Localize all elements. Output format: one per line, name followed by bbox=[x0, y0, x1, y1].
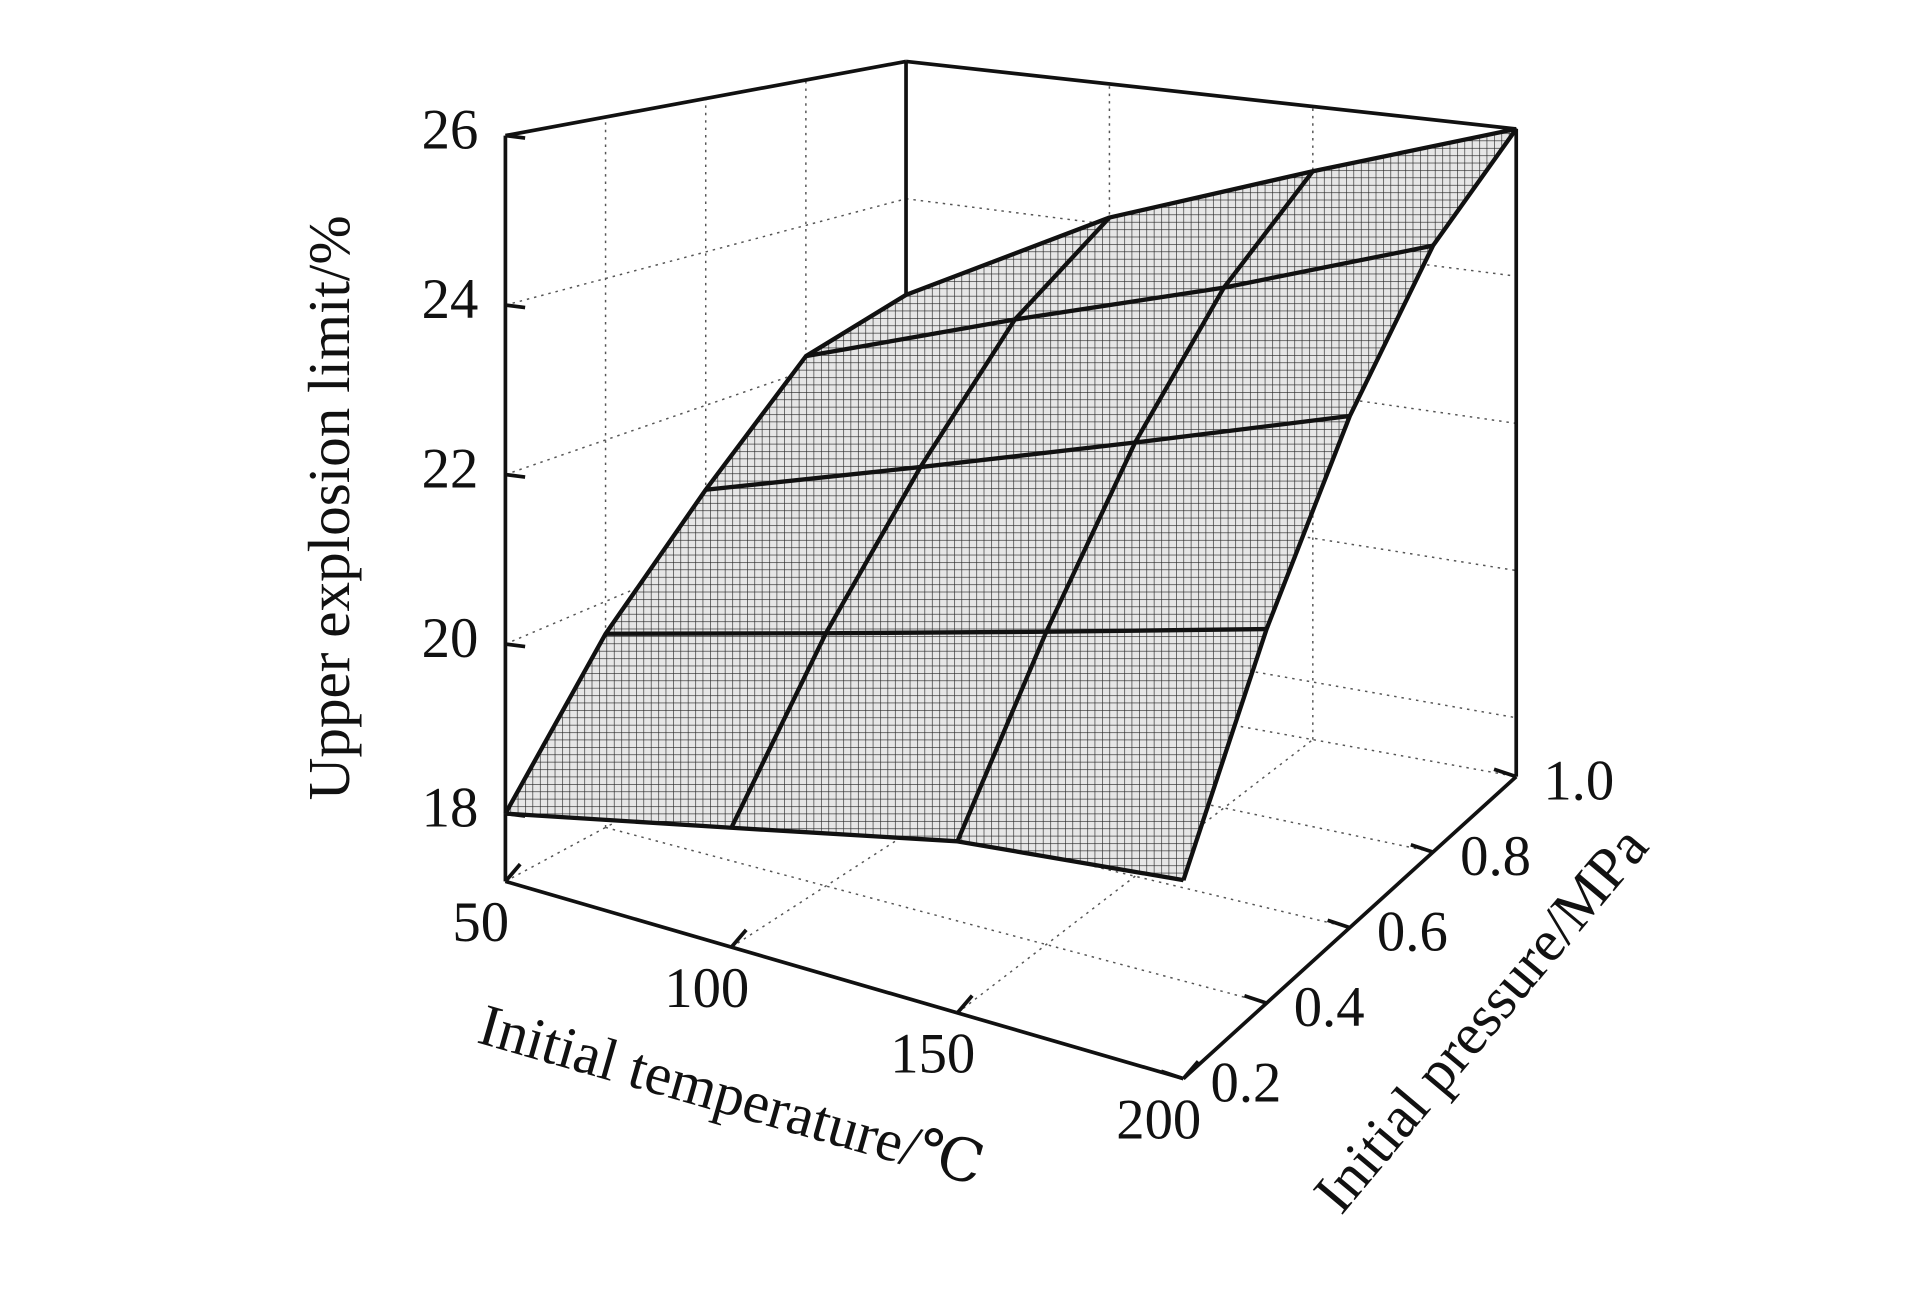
tick-mark bbox=[955, 994, 974, 1015]
grid-line bbox=[505, 198, 907, 306]
y-tick-label: 0.8 bbox=[1460, 825, 1531, 888]
tick-mark bbox=[505, 303, 526, 310]
surface-line bbox=[905, 126, 1517, 297]
x-tick-label: 50 bbox=[452, 891, 509, 954]
z-tick-label: 20 bbox=[422, 607, 479, 670]
plot-area: Upper explosion limit/% Initial temperat… bbox=[296, 59, 1660, 1225]
grid-line bbox=[731, 702, 1110, 948]
y-tick-label: 1.0 bbox=[1543, 749, 1614, 812]
surface-line bbox=[505, 811, 1184, 883]
grid-line bbox=[605, 826, 1267, 1004]
z-tick-label: 26 bbox=[422, 99, 479, 162]
y-tick-label: 0.2 bbox=[1211, 1051, 1282, 1114]
axis-line bbox=[905, 59, 1517, 131]
tick-mark bbox=[504, 862, 522, 883]
z-axis-label: Upper explosion limit/% bbox=[296, 215, 362, 800]
z-tick-label: 24 bbox=[422, 268, 479, 331]
x-tick-label: 100 bbox=[664, 957, 749, 1020]
tick-mark bbox=[729, 928, 748, 949]
tick-mark bbox=[505, 133, 526, 140]
tick-mark bbox=[505, 642, 526, 649]
tick-mark bbox=[1160, 1069, 1184, 1081]
axis-line bbox=[505, 59, 907, 138]
tick-mark bbox=[1410, 842, 1434, 854]
x-tick-label: 150 bbox=[890, 1023, 975, 1086]
tick-mark bbox=[1181, 1060, 1200, 1080]
tick-mark bbox=[505, 472, 526, 479]
y-tick-label: 0.6 bbox=[1377, 900, 1448, 963]
surface-line bbox=[605, 626, 1267, 636]
z-tick-label: 22 bbox=[422, 438, 479, 501]
axis-line bbox=[504, 879, 1184, 1081]
surface-line bbox=[805, 243, 1434, 359]
grid-line bbox=[956, 739, 1314, 1014]
tick-mark bbox=[1243, 993, 1268, 1005]
z-tick-label: 18 bbox=[422, 777, 479, 840]
y-tick-label: 0.4 bbox=[1294, 976, 1365, 1039]
tick-mark bbox=[1327, 918, 1351, 930]
surface-line bbox=[705, 413, 1351, 492]
x-tick-label: 200 bbox=[1116, 1088, 1201, 1151]
tick-mark bbox=[1493, 767, 1517, 779]
